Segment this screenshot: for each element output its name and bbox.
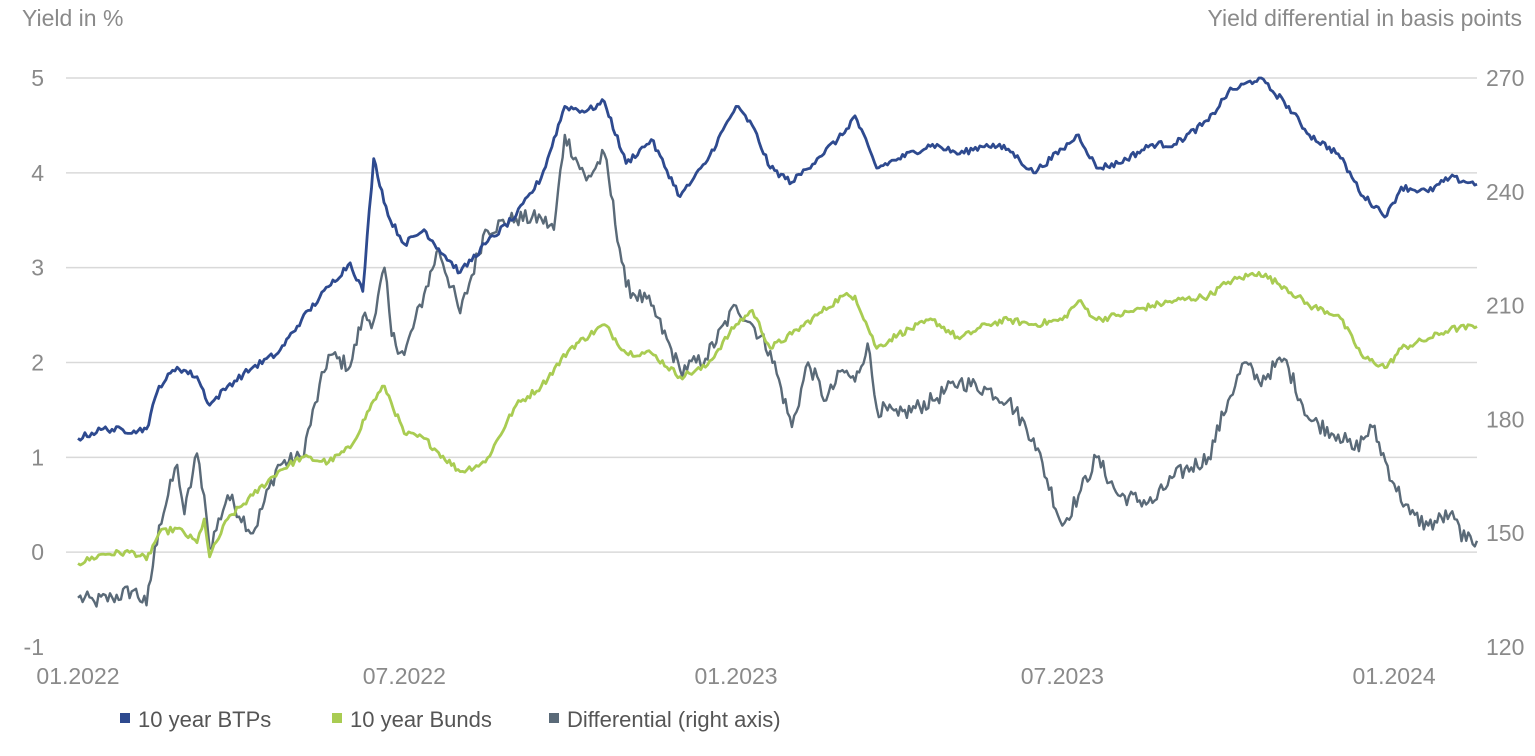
- x-tick-label: 01.2023: [694, 663, 777, 689]
- grid-lines: [66, 77, 1477, 553]
- legend-swatch: [120, 713, 130, 723]
- legend: 10 year BTPs 10 year Bunds Differential (r…: [120, 707, 781, 732]
- legend-label: 10 year BTPs: [138, 707, 271, 732]
- right-tick-label: 150: [1486, 520, 1524, 546]
- x-axis-ticks: 01.2022 07.2022 01.2023 07.2023 01.2024: [36, 663, 1435, 689]
- series-line-1: [77, 271, 1478, 567]
- right-axis-title: Yield differential in basis points: [1207, 5, 1522, 31]
- right-tick-label: 180: [1486, 406, 1524, 432]
- x-tick-label: 07.2023: [1021, 663, 1104, 689]
- x-tick-label: 01.2024: [1352, 663, 1435, 689]
- legend-label: 10 year Bunds: [350, 707, 492, 732]
- left-tick-label: 0: [31, 539, 44, 565]
- series-line-0: [77, 76, 1478, 442]
- left-axis-title: Yield in %: [22, 5, 123, 31]
- right-axis-ticks: 270 240 210 180 150 120: [1486, 65, 1524, 660]
- left-tick-label: -1: [24, 634, 44, 660]
- series-line-2: [77, 133, 1479, 608]
- left-tick-label: 2: [31, 350, 44, 376]
- series-lines: [77, 76, 1479, 608]
- x-tick-label: 01.2022: [36, 663, 119, 689]
- right-tick-label: 210: [1486, 293, 1524, 319]
- legend-swatch: [332, 713, 342, 723]
- left-tick-label: 3: [31, 255, 44, 281]
- left-tick-label: 1: [31, 444, 44, 470]
- left-axis-ticks: 5 4 3 2 1 0 -1: [24, 65, 45, 660]
- right-tick-label: 120: [1486, 634, 1524, 660]
- left-tick-label: 4: [31, 160, 44, 186]
- legend-label: Differential (right axis): [567, 707, 781, 732]
- x-tick-label: 07.2022: [363, 663, 446, 689]
- right-tick-label: 240: [1486, 179, 1524, 205]
- legend-swatch: [549, 713, 559, 723]
- left-tick-label: 5: [31, 65, 44, 91]
- right-tick-label: 270: [1486, 65, 1524, 91]
